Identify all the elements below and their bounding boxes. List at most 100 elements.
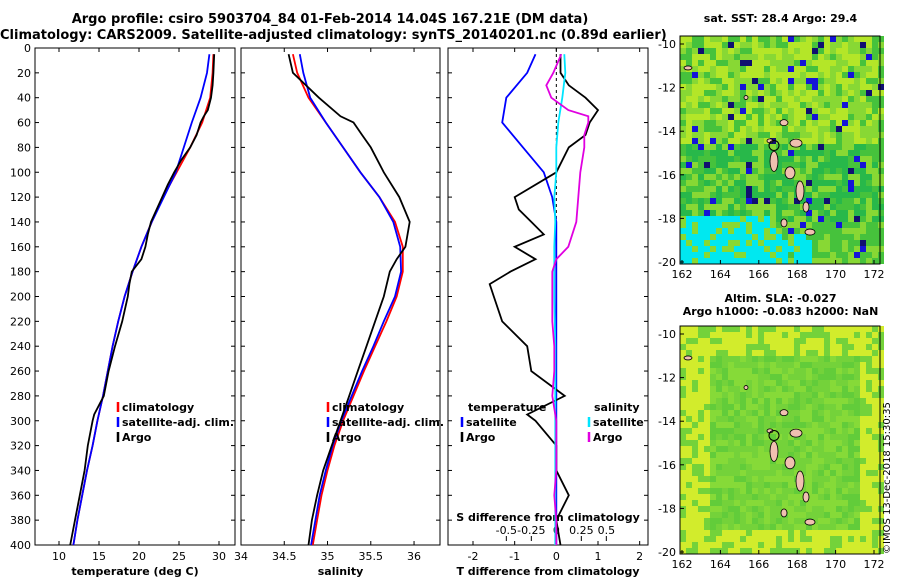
map-pixel <box>704 530 710 536</box>
map-pixel <box>758 90 764 96</box>
map-pixel <box>746 228 752 234</box>
map-pixel <box>848 374 854 380</box>
map-pixel <box>854 524 860 530</box>
map-pixel <box>728 228 734 234</box>
map-pixel <box>716 204 722 210</box>
map-pixel <box>764 252 770 258</box>
map-pixel <box>812 192 818 198</box>
map-pixel <box>770 344 776 350</box>
map-pixel <box>680 332 686 338</box>
map-pixel <box>788 234 794 240</box>
map-pixel <box>716 548 722 554</box>
map-pixel <box>758 234 764 240</box>
map-pixel <box>710 362 716 368</box>
map-pixel <box>740 458 746 464</box>
map-pixel <box>860 180 866 186</box>
map-pixel <box>794 422 800 428</box>
map-pixel <box>842 90 848 96</box>
map-pixel <box>788 494 794 500</box>
map-pixel <box>722 500 728 506</box>
map-pixel <box>728 216 734 222</box>
map-pixel <box>818 180 824 186</box>
map-pixel <box>830 506 836 512</box>
map-pixel <box>770 482 776 488</box>
map-pixel <box>758 258 764 264</box>
map-pixel <box>836 542 842 548</box>
map-pixel <box>734 240 740 246</box>
map-pixel <box>794 368 800 374</box>
map-pixel <box>830 458 836 464</box>
map-pixel <box>818 392 824 398</box>
map-pixel <box>872 174 878 180</box>
map-pixel <box>854 356 860 362</box>
map-pixel <box>854 120 860 126</box>
map-pixel <box>806 258 812 264</box>
map-pixel <box>878 192 884 198</box>
map-pixel <box>830 440 836 446</box>
map-pixel <box>836 246 842 252</box>
map-pixel <box>764 84 770 90</box>
map-pixel <box>746 258 752 264</box>
map-pixel <box>740 482 746 488</box>
map-pixel <box>740 548 746 554</box>
map-pixel <box>812 180 818 186</box>
map-pixel <box>806 500 812 506</box>
map-pixel <box>854 386 860 392</box>
map-pixel <box>824 392 830 398</box>
map-pixel <box>746 386 752 392</box>
map-pixel <box>704 84 710 90</box>
map-pixel <box>764 440 770 446</box>
map-pixel <box>878 524 884 530</box>
map-pixel <box>734 216 740 222</box>
map-pixel <box>818 350 824 356</box>
map-pixel <box>746 42 752 48</box>
map-pixel <box>752 428 758 434</box>
map-pixel <box>680 434 686 440</box>
map-pixel <box>878 228 884 234</box>
map-pixel <box>764 204 770 210</box>
map-pixel <box>830 344 836 350</box>
map-pixel <box>698 422 704 428</box>
map-pixel <box>758 380 764 386</box>
map-pixel <box>704 374 710 380</box>
map-pixel <box>800 350 806 356</box>
map-pixel <box>836 482 842 488</box>
map-pixel <box>692 482 698 488</box>
map-pixel <box>806 102 812 108</box>
map-pixel <box>842 210 848 216</box>
map-pixel <box>860 458 866 464</box>
map-pixel <box>746 494 752 500</box>
map-pixel <box>818 222 824 228</box>
map-pixel <box>800 84 806 90</box>
map-pixel <box>812 216 818 222</box>
map-pixel <box>878 210 884 216</box>
map-pixel <box>704 42 710 48</box>
map-pixel <box>830 392 836 398</box>
map-pixel <box>788 198 794 204</box>
map-pixel <box>716 368 722 374</box>
map-pixel <box>692 356 698 362</box>
map-pixel <box>860 120 866 126</box>
map-pixel <box>686 350 692 356</box>
map-pixel <box>782 494 788 500</box>
map-pixel <box>842 428 848 434</box>
temperature-chart: 0204060801001201401601802002202402602803… <box>10 42 236 578</box>
map-pixel <box>680 78 686 84</box>
map-pixel <box>770 198 776 204</box>
map-pixel <box>806 392 812 398</box>
map-pixel <box>692 500 698 506</box>
map-pixel <box>722 252 728 258</box>
map-pixel <box>734 54 740 60</box>
map-pixel <box>728 156 734 162</box>
map-pixel <box>752 482 758 488</box>
map-pixel <box>878 36 884 42</box>
map-pixel <box>764 548 770 554</box>
map-pixel <box>842 482 848 488</box>
map-pixel <box>848 530 854 536</box>
map-pixel <box>860 494 866 500</box>
map-pixel <box>758 228 764 234</box>
map-pixel <box>848 464 854 470</box>
map-pixel <box>794 162 800 168</box>
map-pixel <box>698 536 704 542</box>
map-pixel <box>824 102 830 108</box>
